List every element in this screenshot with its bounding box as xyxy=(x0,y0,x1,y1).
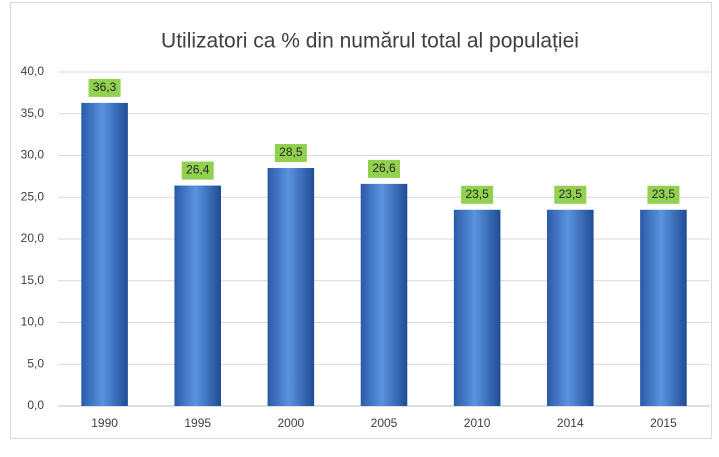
y-tick-label: 10,0 xyxy=(21,315,45,329)
value-label: 23,5 xyxy=(652,187,676,201)
x-tick-label: 2010 xyxy=(464,416,491,430)
y-tick-label: 0,0 xyxy=(27,398,44,412)
value-label: 23,5 xyxy=(465,187,489,201)
bar xyxy=(360,183,408,406)
value-label-bg xyxy=(554,185,587,204)
y-tick-label: 20,0 xyxy=(21,231,45,245)
y-tick-label: 15,0 xyxy=(21,273,45,287)
y-tick-label: 5,0 xyxy=(27,356,44,370)
y-tick-label: 35,0 xyxy=(21,106,45,120)
x-tick-label: 2015 xyxy=(650,416,677,430)
y-tick-label: 30,0 xyxy=(21,148,45,162)
x-tick-label: 2005 xyxy=(371,416,398,430)
chart-title: Utilizatori ca % din numărul total al po… xyxy=(161,30,579,53)
value-label: 28,5 xyxy=(279,145,303,159)
x-tick-label: 2014 xyxy=(557,416,584,430)
value-label: 23,5 xyxy=(559,187,583,201)
value-label-bg xyxy=(181,161,214,180)
bar xyxy=(174,185,221,406)
bar xyxy=(81,102,128,407)
x-tick-label: 2000 xyxy=(278,416,305,430)
bar xyxy=(640,209,687,406)
x-tick-label: 1995 xyxy=(184,416,211,430)
value-label: 26,4 xyxy=(186,163,210,177)
bar xyxy=(453,209,501,406)
value-label-bg xyxy=(274,144,307,163)
value-label-bg xyxy=(647,185,680,204)
bar xyxy=(267,168,315,406)
value-label: 26,6 xyxy=(372,161,396,175)
x-tick-label: 1990 xyxy=(91,416,118,430)
value-label-bg xyxy=(88,78,121,97)
y-tick-label: 25,0 xyxy=(21,189,45,203)
value-label: 36,3 xyxy=(93,80,117,94)
value-label-bg xyxy=(368,159,400,178)
value-label-bg xyxy=(461,185,494,204)
bar xyxy=(547,209,594,406)
y-tick-label: 40,0 xyxy=(21,64,45,78)
